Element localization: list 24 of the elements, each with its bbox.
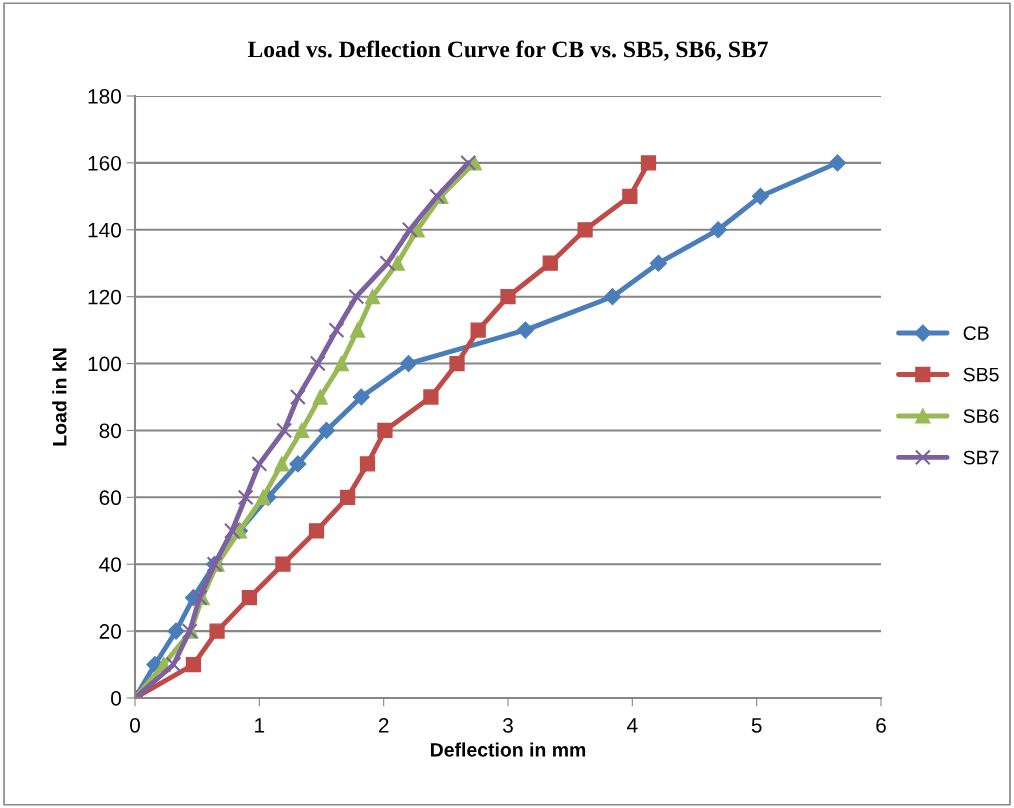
legend-label: CB	[963, 326, 989, 341]
x-axis-title: Deflection in mm	[430, 742, 586, 757]
y-tick-label: 140	[88, 222, 121, 238]
y-tick-label: 120	[88, 289, 121, 305]
y-tick-label: 100	[88, 356, 121, 372]
y-tick-label: 180	[88, 89, 121, 104]
x-tick-label: 5	[751, 718, 762, 733]
x-tick-label: 1	[255, 718, 265, 733]
x-tick-label: 4	[627, 718, 638, 733]
x-tick-label: 0	[130, 717, 140, 733]
y-axis-title: Load in kN	[52, 348, 67, 446]
legend-label: SB5	[963, 367, 999, 382]
legend-label: SB6	[963, 409, 999, 423]
x-tick-label: 2	[378, 717, 389, 733]
chart-title: Load vs. Deflection Curve for CB vs. SB5, SB6, SB7	[247, 40, 768, 61]
x-tick-label: 6	[876, 717, 886, 733]
y-tick-label: 60	[99, 490, 121, 506]
x-tick-label: 3	[503, 717, 513, 733]
y-tick-label: 160	[88, 155, 121, 171]
y-tick-label: 80	[99, 423, 121, 439]
y-tick-label: 20	[99, 624, 121, 639]
y-tick-label: 40	[99, 557, 121, 572]
y-tick-label: 0	[111, 691, 121, 706]
legend-label: SB7	[963, 450, 999, 465]
